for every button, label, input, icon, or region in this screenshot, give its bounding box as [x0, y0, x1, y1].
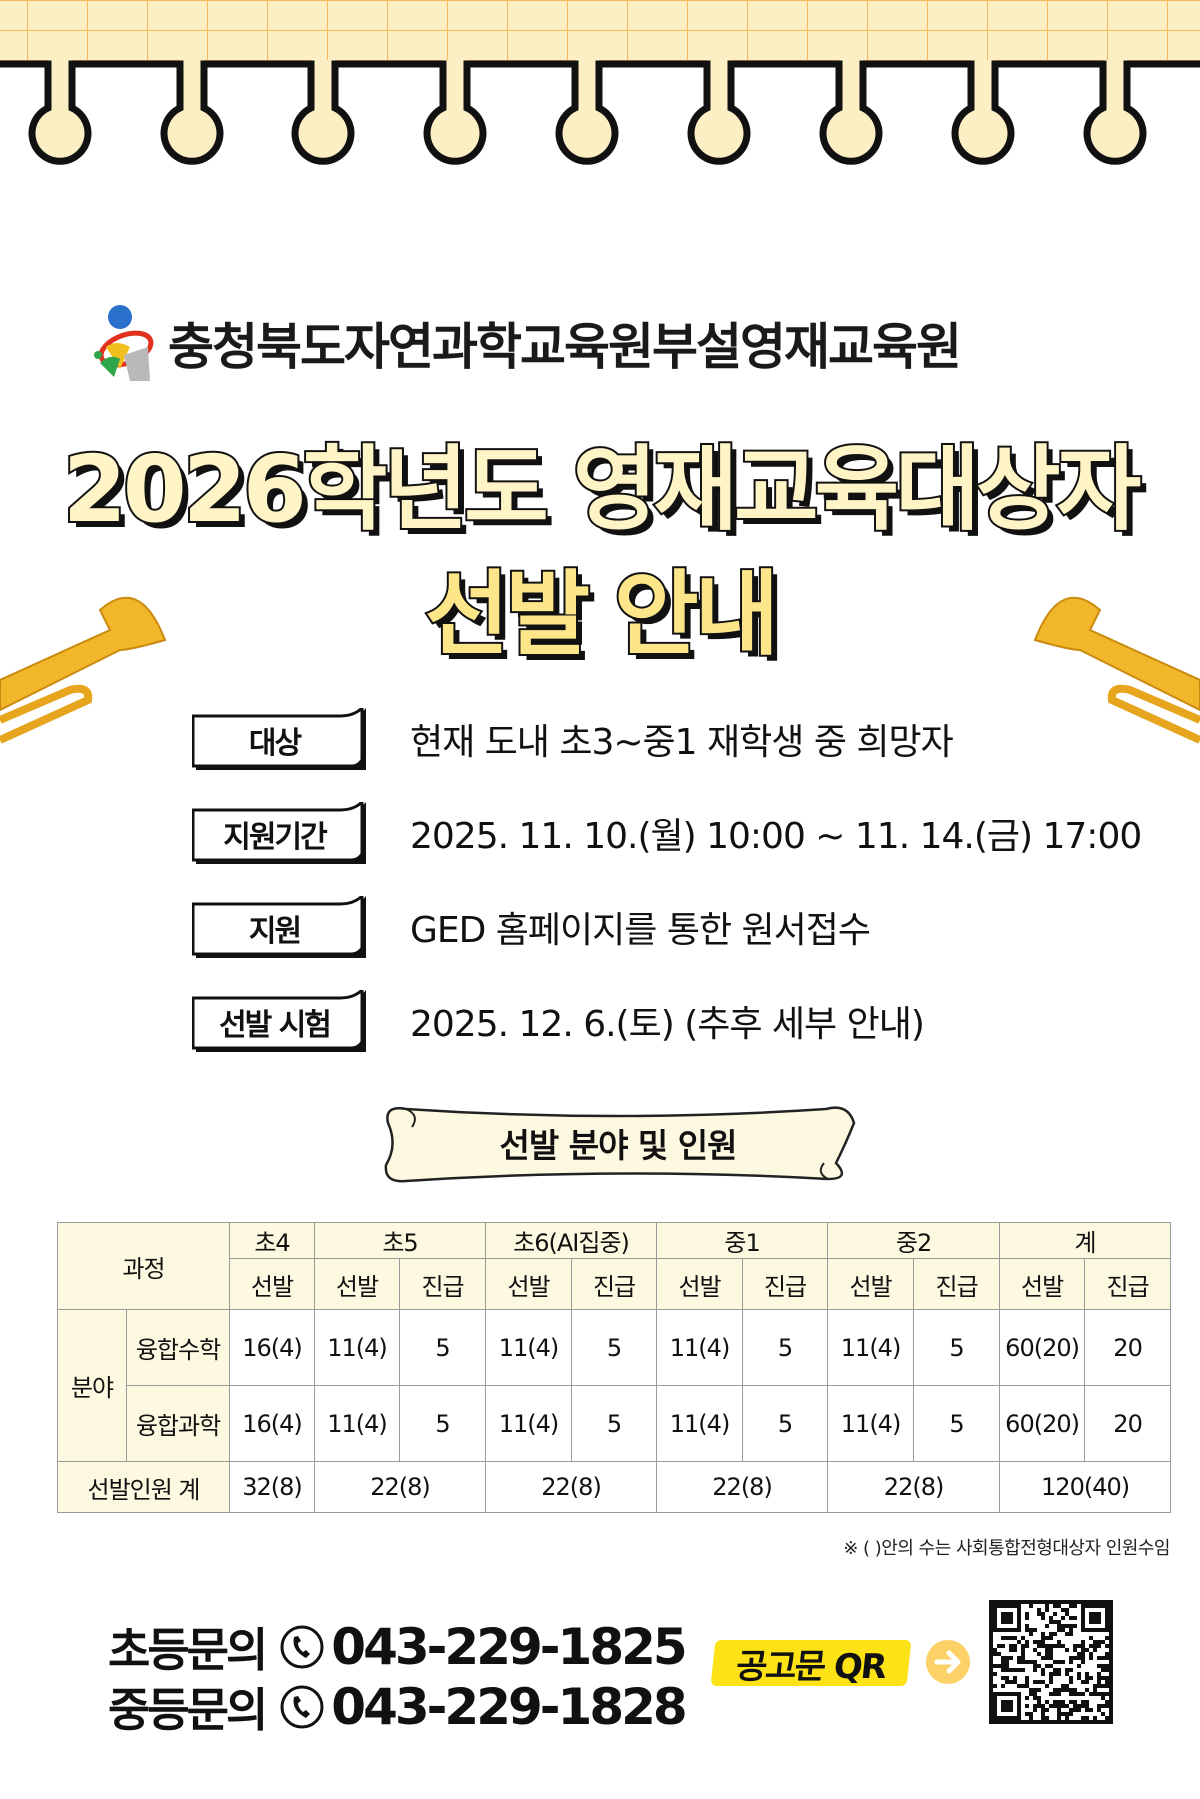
header-grade: 초4 — [229, 1222, 316, 1259]
info-label: 선발 시험 — [219, 1008, 332, 1043]
table-cell: 11(4) — [314, 1309, 401, 1386]
table-row: 융합과학 16(4) 11(4) 5 11(4) 5 11(4) 5 11(4) 5 60(20) 2… — [58, 1385, 1172, 1462]
header-type: 진급 — [399, 1258, 487, 1310]
trumpet-right-icon — [1033, 596, 1200, 744]
header-type: 선발 — [229, 1258, 316, 1310]
info-label-box: 대상 — [192, 708, 370, 770]
header-grade: 계 — [999, 1222, 1172, 1259]
org-header: 충청북도자연과학교육원부설영재교육원 — [90, 300, 962, 386]
table-cell: 11(4) — [314, 1385, 401, 1462]
table-cell: 16(4) — [229, 1385, 316, 1462]
table-cell: 16(4) — [229, 1309, 316, 1386]
institute-logo-icon — [94, 305, 154, 381]
info-label: 지원 — [248, 914, 302, 949]
row-field-name: 융합수학 — [125, 1309, 231, 1386]
table-cell: 11(4) — [827, 1385, 915, 1462]
table-footnote: ※ ( )안의 수는 사회통합전형대상자 인원수임 — [843, 1538, 1170, 1559]
table-row: 분야 융합수학 16(4) 11(4) 5 11(4) 5 11(4) 5 11(4) 5 60(20… — [57, 1309, 1172, 1462]
total-row: 선발인원 계 32(8) 22(8) 22(8) 22(8) 22(8) 120(40) — [56, 1461, 1172, 1513]
section-title-banner: 선발 분야 및 인원 — [376, 1093, 860, 1189]
header-row-grades: 과정 초4 초5 초6(AI집중) 중1 중2 계 — [56, 1222, 1172, 1310]
phone-icon — [280, 1625, 324, 1669]
binder-hooks — [0, 60, 1200, 165]
table-cell: 5 — [913, 1385, 1001, 1462]
header-course: 과정 — [56, 1222, 231, 1310]
info-value: 2025. 11. 10.(월) 10:00 ~ 11. 14.(금) 17:0… — [410, 816, 1142, 857]
table-cell: 5 — [913, 1309, 1001, 1386]
row-field-name: 융합과학 — [125, 1385, 231, 1462]
table-cell: 11(4) — [485, 1309, 573, 1386]
qr-label: 공고문 QR — [734, 1646, 888, 1687]
phone-icon — [280, 1685, 324, 1729]
table-cell: 5 — [399, 1385, 487, 1462]
table-cell: 60(20) — [999, 1309, 1086, 1386]
scroll-banner-icon — [384, 1106, 856, 1183]
selection-table: 과정 초4 초5 초6(AI집중) 중1 중2 계 선발 선발 진급 선발 진급 선발 진급 선발 진급 선발 진… — [56, 1222, 1172, 1513]
table-cell: 11(4) — [827, 1309, 915, 1386]
info-value: 2025. 12. 6.(토) (추후 세부 안내) — [410, 1004, 925, 1045]
org-name: 충청북도자연과학교육원부설영재교육원 — [168, 318, 962, 376]
total-cell: 32(8) — [229, 1461, 316, 1513]
table-cell: 5 — [571, 1309, 658, 1386]
info-label: 지원기간 — [223, 820, 327, 855]
table-cell: 5 — [571, 1385, 658, 1462]
header-type: 진급 — [913, 1258, 1001, 1310]
info-row: 대상 현재 도내 초3~중1 재학생 중 희망자 — [192, 706, 1152, 772]
info-label: 대상 — [248, 726, 302, 761]
total-cell: 22(8) — [656, 1461, 829, 1513]
table-cell: 5 — [742, 1385, 829, 1462]
trumpet-left-icon — [0, 596, 167, 744]
table-cell: 11(4) — [656, 1309, 744, 1386]
qr-label-badge: 공고문 QR — [710, 1640, 912, 1687]
table-cell: 60(20) — [999, 1385, 1086, 1462]
header-field: 분야 — [57, 1309, 127, 1462]
total-cell: 22(8) — [314, 1461, 487, 1513]
info-label-box: 지원기간 — [192, 802, 370, 864]
total-cell: 120(40) — [999, 1461, 1172, 1513]
table-cell: 20 — [1084, 1309, 1172, 1386]
section-title: 선발 분야 및 인원 — [499, 1126, 738, 1165]
contact-label: 중등문의 — [108, 1683, 268, 1737]
header-type: 진급 — [1084, 1258, 1172, 1310]
header-type: 선발 — [314, 1258, 401, 1310]
table-cell: 11(4) — [485, 1385, 573, 1462]
contact-phone[interactable]: 043-229-1828 — [331, 1678, 687, 1736]
table-cell: 5 — [399, 1309, 487, 1386]
table-cell: 11(4) — [656, 1385, 744, 1462]
info-label-box: 선발 시험 — [192, 990, 370, 1052]
info-value: GED 홈페이지를 통한 원서접수 — [410, 910, 871, 951]
table-cell: 20 — [1084, 1385, 1172, 1462]
arrow-right-icon — [926, 1640, 970, 1684]
qr-code[interactable] — [989, 1600, 1113, 1724]
title-line-2: 선발 안내 — [423, 559, 782, 670]
info-row: 지원 GED 홈페이지를 통한 원서접수 — [192, 894, 1152, 960]
header-type: 진급 — [742, 1258, 829, 1310]
header-type: 선발 — [485, 1258, 573, 1310]
info-row: 선발 시험 2025. 12. 6.(토) (추후 세부 안내) — [192, 988, 1152, 1054]
table-cell: 5 — [742, 1309, 829, 1386]
header-row-types: 선발 선발 진급 선발 진급 선발 진급 선발 진급 선발 진급 — [58, 1258, 1172, 1310]
header-grade: 중1 — [656, 1222, 829, 1259]
total-cell: 22(8) — [485, 1461, 658, 1513]
contact-label: 초등문의 — [108, 1623, 268, 1677]
notebook-grid-band — [0, 0, 1200, 64]
header-type: 선발 — [999, 1258, 1086, 1310]
info-label-box: 지원 — [192, 896, 370, 958]
header-type: 선발 — [656, 1258, 744, 1310]
contact-middle: 중등문의 043-229-1828 — [108, 1674, 688, 1740]
info-value: 현재 도내 초3~중1 재학생 중 희망자 — [410, 722, 954, 763]
contact-elementary: 초등문의 043-229-1825 — [108, 1614, 688, 1680]
total-cell: 22(8) — [827, 1461, 1001, 1513]
header-type: 진급 — [571, 1258, 658, 1310]
total-label: 선발인원 계 — [56, 1461, 231, 1513]
header-grade: 초5 — [314, 1222, 487, 1259]
contact-phone[interactable]: 043-229-1825 — [331, 1618, 687, 1676]
header-grade: 중2 — [827, 1222, 1001, 1259]
header-grade: 초6(AI집중) — [485, 1222, 658, 1259]
info-row: 지원기간 2025. 11. 10.(월) 10:00 ~ 11. 14.(금)… — [192, 800, 1152, 866]
header-type: 선발 — [827, 1258, 915, 1310]
title-line-1: 2026학년도 영재교육대상자 — [61, 434, 1143, 545]
